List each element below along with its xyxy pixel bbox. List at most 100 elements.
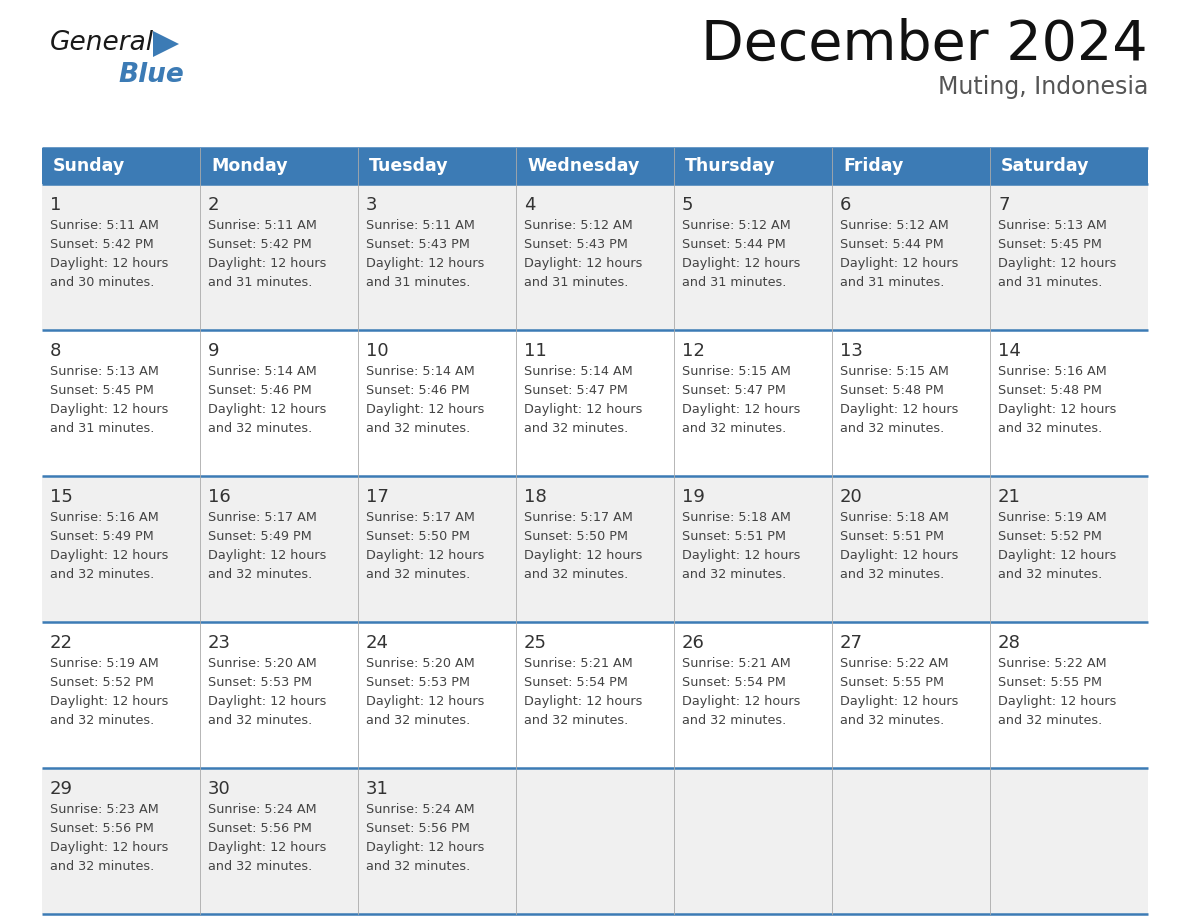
Text: Sunrise: 5:16 AM: Sunrise: 5:16 AM (998, 365, 1107, 378)
Text: Sunrise: 5:17 AM: Sunrise: 5:17 AM (208, 511, 317, 524)
Text: Daylight: 12 hours: Daylight: 12 hours (50, 257, 169, 270)
Text: Sunrise: 5:12 AM: Sunrise: 5:12 AM (524, 219, 633, 232)
Text: Daylight: 12 hours: Daylight: 12 hours (682, 403, 801, 416)
Text: Sunrise: 5:13 AM: Sunrise: 5:13 AM (50, 365, 159, 378)
Text: 19: 19 (682, 488, 704, 506)
Text: 24: 24 (366, 634, 388, 652)
Text: 23: 23 (208, 634, 230, 652)
Text: 26: 26 (682, 634, 704, 652)
Bar (42, 768, 200, 914)
Text: General: General (50, 30, 154, 56)
Bar (990, 768, 1148, 914)
Text: Sunrise: 5:20 AM: Sunrise: 5:20 AM (366, 657, 475, 670)
Text: Daylight: 12 hours: Daylight: 12 hours (366, 549, 485, 562)
Bar (990, 476, 1148, 622)
Text: 17: 17 (366, 488, 388, 506)
Text: 28: 28 (998, 634, 1020, 652)
Text: Daylight: 12 hours: Daylight: 12 hours (840, 257, 959, 270)
Text: 15: 15 (50, 488, 72, 506)
Text: Sunrise: 5:11 AM: Sunrise: 5:11 AM (366, 219, 475, 232)
Bar (990, 148, 1148, 184)
Bar (516, 476, 674, 622)
Text: Sunrise: 5:20 AM: Sunrise: 5:20 AM (208, 657, 317, 670)
Text: Tuesday: Tuesday (369, 157, 449, 175)
Text: Daylight: 12 hours: Daylight: 12 hours (998, 695, 1117, 708)
Polygon shape (153, 31, 179, 57)
Text: Sunset: 5:43 PM: Sunset: 5:43 PM (366, 238, 470, 251)
Text: and 31 minutes.: and 31 minutes. (840, 276, 944, 289)
Text: Daylight: 12 hours: Daylight: 12 hours (682, 549, 801, 562)
Text: Sunrise: 5:15 AM: Sunrise: 5:15 AM (682, 365, 791, 378)
Text: Sunset: 5:46 PM: Sunset: 5:46 PM (208, 384, 311, 397)
Bar (674, 622, 832, 768)
Text: and 32 minutes.: and 32 minutes. (50, 860, 154, 873)
Text: Sunrise: 5:23 AM: Sunrise: 5:23 AM (50, 803, 159, 816)
Text: Daylight: 12 hours: Daylight: 12 hours (208, 403, 327, 416)
Text: Sunset: 5:44 PM: Sunset: 5:44 PM (682, 238, 785, 251)
Text: and 32 minutes.: and 32 minutes. (682, 714, 786, 727)
Bar (42, 330, 200, 476)
Bar (674, 330, 832, 476)
Text: Sunset: 5:53 PM: Sunset: 5:53 PM (208, 676, 312, 689)
Text: 10: 10 (366, 342, 388, 360)
Text: Sunset: 5:47 PM: Sunset: 5:47 PM (682, 384, 786, 397)
Text: Sunset: 5:51 PM: Sunset: 5:51 PM (840, 530, 944, 543)
Text: and 32 minutes.: and 32 minutes. (366, 714, 470, 727)
Bar (358, 476, 516, 622)
Bar (990, 622, 1148, 768)
Text: Daylight: 12 hours: Daylight: 12 hours (998, 549, 1117, 562)
Text: and 32 minutes.: and 32 minutes. (208, 714, 312, 727)
Bar (200, 330, 358, 476)
Text: and 32 minutes.: and 32 minutes. (208, 860, 312, 873)
Text: Sunset: 5:52 PM: Sunset: 5:52 PM (50, 676, 154, 689)
Text: 29: 29 (50, 780, 72, 798)
Bar (42, 148, 200, 184)
Text: Sunrise: 5:24 AM: Sunrise: 5:24 AM (208, 803, 317, 816)
Bar (516, 330, 674, 476)
Text: Sunset: 5:55 PM: Sunset: 5:55 PM (840, 676, 944, 689)
Text: and 32 minutes.: and 32 minutes. (366, 860, 470, 873)
Text: Sunrise: 5:21 AM: Sunrise: 5:21 AM (682, 657, 791, 670)
Text: Daylight: 12 hours: Daylight: 12 hours (524, 549, 643, 562)
Text: 4: 4 (524, 196, 536, 214)
Bar (200, 184, 358, 330)
Text: Daylight: 12 hours: Daylight: 12 hours (366, 257, 485, 270)
Text: Muting, Indonesia: Muting, Indonesia (937, 75, 1148, 99)
Text: Thursday: Thursday (685, 157, 776, 175)
Bar (674, 476, 832, 622)
Text: Sunrise: 5:19 AM: Sunrise: 5:19 AM (998, 511, 1107, 524)
Text: and 31 minutes.: and 31 minutes. (50, 422, 154, 435)
Bar (42, 476, 200, 622)
Bar (990, 330, 1148, 476)
Text: and 32 minutes.: and 32 minutes. (208, 568, 312, 581)
Text: and 32 minutes.: and 32 minutes. (366, 568, 470, 581)
Text: Daylight: 12 hours: Daylight: 12 hours (208, 549, 327, 562)
Text: Sunrise: 5:22 AM: Sunrise: 5:22 AM (840, 657, 949, 670)
Text: Sunrise: 5:17 AM: Sunrise: 5:17 AM (524, 511, 633, 524)
Text: Daylight: 12 hours: Daylight: 12 hours (840, 695, 959, 708)
Text: Sunset: 5:44 PM: Sunset: 5:44 PM (840, 238, 943, 251)
Text: Sunset: 5:43 PM: Sunset: 5:43 PM (524, 238, 628, 251)
Text: 27: 27 (840, 634, 862, 652)
Bar (832, 330, 990, 476)
Text: and 32 minutes.: and 32 minutes. (998, 568, 1102, 581)
Bar (358, 622, 516, 768)
Text: Sunrise: 5:17 AM: Sunrise: 5:17 AM (366, 511, 475, 524)
Bar (832, 476, 990, 622)
Text: Sunset: 5:49 PM: Sunset: 5:49 PM (50, 530, 153, 543)
Text: Sunset: 5:50 PM: Sunset: 5:50 PM (524, 530, 628, 543)
Bar (200, 148, 358, 184)
Text: Daylight: 12 hours: Daylight: 12 hours (208, 841, 327, 854)
Text: and 31 minutes.: and 31 minutes. (682, 276, 786, 289)
Text: 30: 30 (208, 780, 230, 798)
Text: and 31 minutes.: and 31 minutes. (524, 276, 628, 289)
Text: Sunrise: 5:21 AM: Sunrise: 5:21 AM (524, 657, 633, 670)
Bar (832, 768, 990, 914)
Text: and 32 minutes.: and 32 minutes. (682, 568, 786, 581)
Bar (674, 148, 832, 184)
Text: 14: 14 (998, 342, 1020, 360)
Text: 3: 3 (366, 196, 378, 214)
Bar (42, 184, 200, 330)
Text: Daylight: 12 hours: Daylight: 12 hours (208, 695, 327, 708)
Text: Sunset: 5:45 PM: Sunset: 5:45 PM (50, 384, 154, 397)
